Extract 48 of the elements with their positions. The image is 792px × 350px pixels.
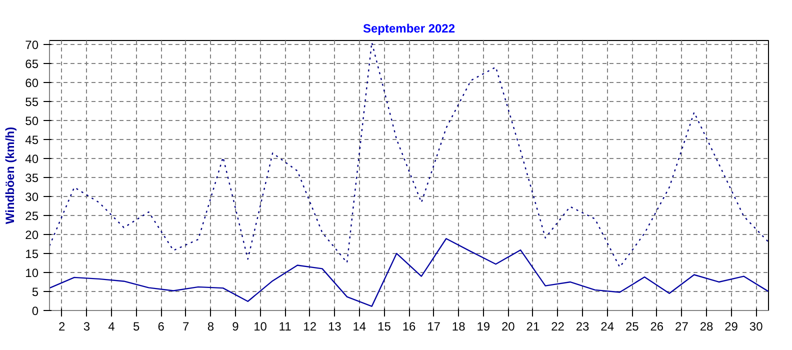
- x-tick-label: 18: [452, 320, 466, 334]
- x-tick-label: 13: [328, 320, 342, 334]
- x-tick-label: 8: [207, 320, 214, 334]
- x-tick-label: 7: [182, 320, 190, 334]
- y-axis-title: Windböen (km/h): [3, 126, 18, 224]
- x-tick-label: 4: [108, 320, 116, 334]
- y-tick-label: 25: [25, 208, 39, 223]
- x-tick-label: 24: [600, 320, 614, 334]
- y-tick-label: 65: [25, 56, 39, 71]
- x-tick-label: 5: [132, 320, 140, 334]
- x-tick-label: 6: [158, 320, 165, 334]
- x-tick-label: 11: [278, 320, 292, 334]
- y-tick-label: 70: [25, 38, 39, 52]
- x-tick-label: 28: [700, 320, 714, 334]
- line-series: [50, 42, 768, 268]
- x-tick-label: 19: [476, 320, 490, 334]
- y-tick-label: 40: [25, 152, 39, 166]
- x-tick-label: 14: [352, 320, 366, 334]
- y-tick-label: 10: [25, 266, 39, 280]
- x-tick-label: 17: [427, 320, 441, 334]
- y-tick-label: 20: [25, 228, 39, 242]
- y-tick-label: 0: [32, 304, 39, 318]
- y-tick-label: 15: [25, 246, 39, 261]
- x-tick-label: 26: [650, 320, 664, 334]
- x-tick-label: 12: [303, 320, 317, 334]
- x-tick-label: 30: [749, 320, 764, 334]
- y-tick-label: 30: [25, 190, 39, 204]
- x-tick-label: 9: [232, 320, 240, 334]
- x-tick-label: 27: [675, 320, 689, 334]
- x-tick-label: 23: [576, 320, 590, 334]
- line-series: [50, 238, 768, 307]
- x-tick-label: 10: [254, 320, 268, 334]
- y-tick-label: 5: [32, 284, 39, 299]
- x-tick-label: 20: [502, 320, 516, 334]
- y-tick-label: 55: [25, 94, 39, 109]
- chart-title: September 2022: [362, 22, 456, 36]
- y-tick-label: 35: [25, 170, 39, 185]
- x-tick-label: 25: [625, 320, 640, 334]
- y-tick-label: 45: [25, 132, 39, 147]
- x-tick-label: 3: [83, 320, 90, 334]
- x-tick-label: 29: [724, 320, 738, 334]
- x-tick-label: 15: [378, 320, 392, 334]
- x-tick-label: 21: [526, 320, 540, 334]
- x-tick-label: 2: [58, 320, 66, 334]
- x-tick-label: 22: [551, 320, 565, 334]
- y-tick-label: 60: [25, 76, 39, 90]
- y-tick-label: 50: [25, 114, 39, 128]
- x-tick-label: 16: [402, 320, 416, 334]
